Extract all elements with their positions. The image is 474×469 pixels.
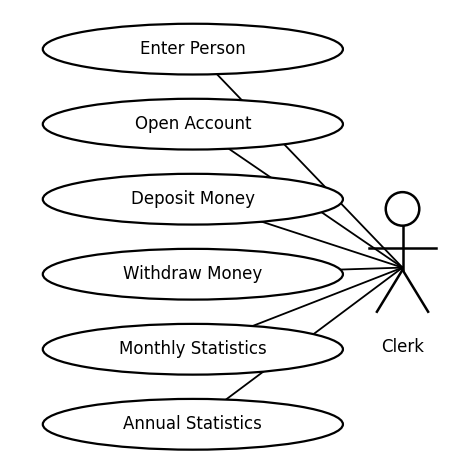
Ellipse shape [43,324,343,375]
Ellipse shape [43,399,343,450]
Text: Enter Person: Enter Person [140,40,246,58]
Text: Clerk: Clerk [381,338,424,356]
Ellipse shape [43,99,343,150]
Text: Withdraw Money: Withdraw Money [123,265,263,283]
Text: Open Account: Open Account [135,115,251,133]
Text: Annual Statistics: Annual Statistics [123,415,262,433]
Ellipse shape [43,174,343,225]
Ellipse shape [43,24,343,75]
Text: Deposit Money: Deposit Money [131,190,255,208]
Circle shape [386,192,419,226]
Ellipse shape [43,249,343,300]
Text: Monthly Statistics: Monthly Statistics [119,340,267,358]
